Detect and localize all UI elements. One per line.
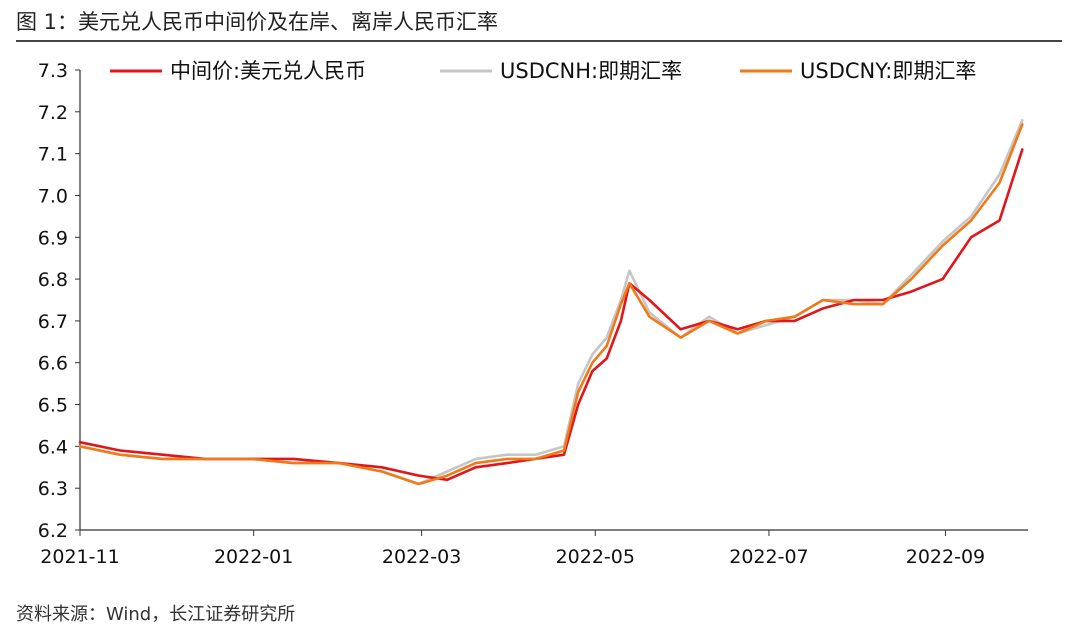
- series-line-1: [78, 148, 1024, 482]
- y-tick-label: 6.4: [38, 436, 68, 458]
- legend-label-2: USDCNH:即期汇率: [500, 59, 682, 83]
- chart-legend: 中间价:美元兑人民币 USDCNH:即期汇率 USDCNY:即期汇率: [110, 59, 976, 83]
- y-tick-label: 7.3: [38, 60, 68, 82]
- x-tick-label: 2021-11: [40, 546, 119, 568]
- source-note: 资料来源：Wind，长江证券研究所: [16, 604, 296, 625]
- y-tick-label: 7.1: [38, 144, 68, 166]
- series-line-3: [78, 123, 1024, 486]
- y-tick-label: 6.6: [38, 353, 68, 375]
- x-tick-label: 2022-03: [382, 546, 461, 568]
- figure-title: 图 1：美元兑人民币中间价及在岸、离岸人民币汇率: [16, 10, 499, 34]
- y-tick-label: 6.7: [38, 311, 68, 333]
- y-tick-label: 6.8: [38, 269, 68, 291]
- legend-label-3: USDCNY:即期汇率: [800, 59, 976, 83]
- y-tick-label: 7.0: [38, 185, 68, 207]
- y-tick-label: 6.3: [38, 478, 68, 500]
- x-tick-label: 2022-09: [906, 546, 985, 568]
- y-tick-label: 7.2: [38, 102, 68, 124]
- chart-axes: 6.2 6.3 6.4 6.5 6.6 6.7 6.8 6.9 7.0 7.1 7.2 7.3 2021…: [38, 60, 1028, 568]
- title-divider: [16, 40, 1062, 42]
- legend-label-1: 中间价:美元兑人民币: [170, 59, 366, 83]
- y-tick-label: 6.5: [38, 395, 68, 417]
- y-tick-label: 6.9: [38, 227, 68, 249]
- x-tick-label: 2022-05: [556, 546, 635, 568]
- series-layer: [78, 118, 1024, 486]
- line-chart: 6.2 6.3 6.4 6.5 6.6 6.7 6.8 6.9 7.0 7.1 7.2 7.3 2021…: [38, 59, 1028, 568]
- x-tick-label: 2022-01: [214, 546, 293, 568]
- x-tick-label: 2022-07: [729, 546, 808, 568]
- y-tick-label: 6.2: [38, 520, 68, 542]
- series-line-2: [78, 118, 1024, 486]
